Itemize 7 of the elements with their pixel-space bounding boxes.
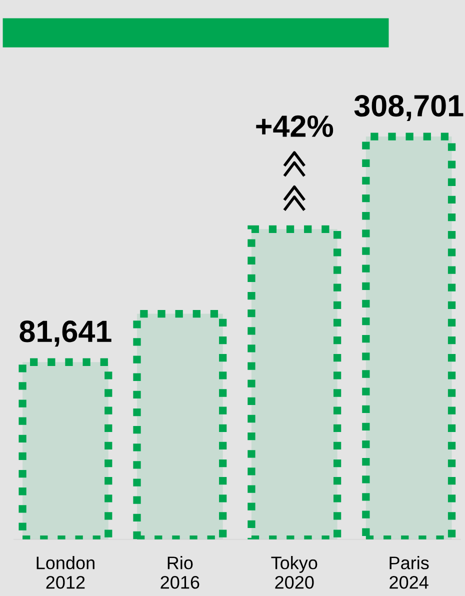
- x-tick-label: London 2012: [36, 556, 94, 589]
- annotation: +42%: [256, 115, 334, 137]
- annotation: 81,641: [20, 320, 112, 347]
- x-tick-label: Paris 2024: [390, 556, 429, 589]
- x-tick-label: Tokyo 2020: [271, 556, 318, 589]
- x-tick-label: Rio 2016: [160, 556, 200, 589]
- text: 308,701: [354, 94, 464, 122]
